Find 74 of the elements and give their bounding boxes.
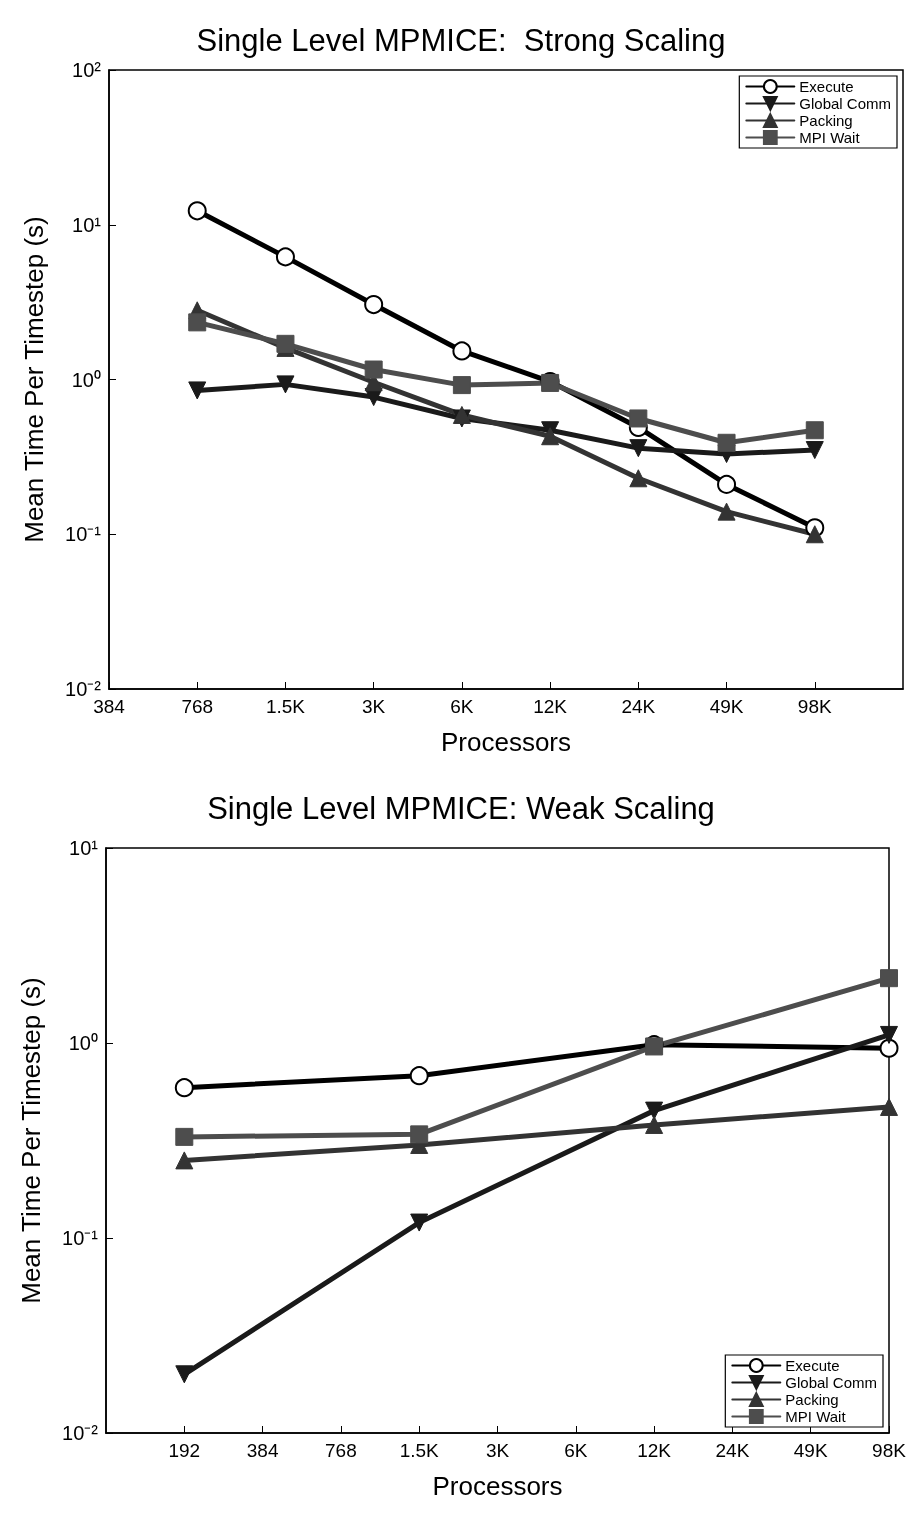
chart-title: Single Level MPMICE: Weak Scaling (207, 791, 715, 826)
point (175, 1151, 194, 1170)
x-tick-label: 12K (637, 1440, 672, 1461)
y-tick-label: 10⁰ (71, 368, 101, 391)
point (880, 1025, 898, 1044)
x-tick-label: 49K (793, 1440, 828, 1461)
point (717, 502, 736, 521)
point (187, 201, 207, 221)
point (364, 295, 384, 315)
legend-label: Execute (799, 78, 854, 95)
point (452, 376, 471, 395)
point (175, 1127, 194, 1146)
x-tick-label: 384 (246, 1440, 279, 1461)
x-tick-label: 768 (325, 1440, 357, 1461)
point (717, 474, 737, 494)
x-tick-label: 24K (715, 1440, 750, 1461)
point (452, 405, 471, 424)
x-axis-title: Processors (440, 727, 572, 757)
point (174, 1078, 194, 1098)
point (276, 375, 295, 394)
legend-label: Global Comm (785, 1374, 878, 1391)
point (805, 525, 824, 544)
point (629, 469, 648, 488)
point (276, 334, 295, 353)
point (645, 1101, 664, 1120)
x-tick-label: 6K (450, 696, 474, 717)
point (175, 1365, 194, 1384)
y-tick-label: 10¹ (69, 837, 99, 859)
x-tick-label: 1.5K (265, 696, 306, 717)
legend-label: Global Comm (799, 95, 892, 112)
point (805, 441, 824, 460)
x-tick-label: 1.5K (399, 1440, 440, 1461)
x-axis-title: Processors (432, 1471, 563, 1501)
point (805, 421, 824, 440)
x-tick-label: 49K (709, 696, 744, 717)
point (409, 1066, 429, 1086)
point (880, 1097, 898, 1116)
y-tick-label: 10⁻¹ (65, 523, 102, 546)
legend-label: MPI Wait (785, 1408, 847, 1425)
point (629, 409, 648, 428)
point (645, 1115, 664, 1134)
y-tick-label: 10² (72, 59, 102, 81)
y-tick-label: 10⁰ (68, 1032, 98, 1054)
point (879, 1038, 899, 1058)
x-tick-label: 6K (564, 1440, 588, 1461)
y-tick-label: 10¹ (72, 213, 102, 236)
legend-label: Execute (785, 1357, 840, 1374)
point (717, 433, 736, 452)
point (275, 247, 295, 267)
point (541, 427, 560, 446)
point (629, 439, 648, 458)
point (188, 313, 207, 332)
y-axis-title: Mean Time Per Timestep (s) (16, 977, 46, 1304)
legend-label: MPI Wait (799, 129, 861, 146)
y-tick-label: 10⁻² (62, 1422, 99, 1444)
x-tick-label: 98K (797, 696, 833, 717)
point (452, 341, 472, 361)
x-tick-label: 768 (181, 696, 214, 717)
point (410, 1213, 429, 1232)
x-tick-label: 98K (872, 1440, 907, 1461)
x-tick-label: 24K (621, 696, 656, 717)
legend-label: Packing (799, 112, 853, 129)
point (410, 1125, 429, 1144)
y-tick-label: 10⁻¹ (62, 1227, 99, 1249)
legend-label: Packing (785, 1391, 839, 1408)
x-tick-label: 12K (533, 696, 568, 717)
point (880, 969, 898, 988)
point (188, 381, 207, 400)
x-tick-label: 192 (168, 1440, 201, 1461)
x-tick-label: 3K (362, 696, 386, 717)
point (364, 360, 383, 379)
y-axis-title: Mean Time Per Timestep (s) (19, 216, 49, 543)
chart-title: Single Level MPMICE: Strong Scaling (196, 23, 726, 58)
x-tick-label: 3K (485, 1440, 510, 1461)
